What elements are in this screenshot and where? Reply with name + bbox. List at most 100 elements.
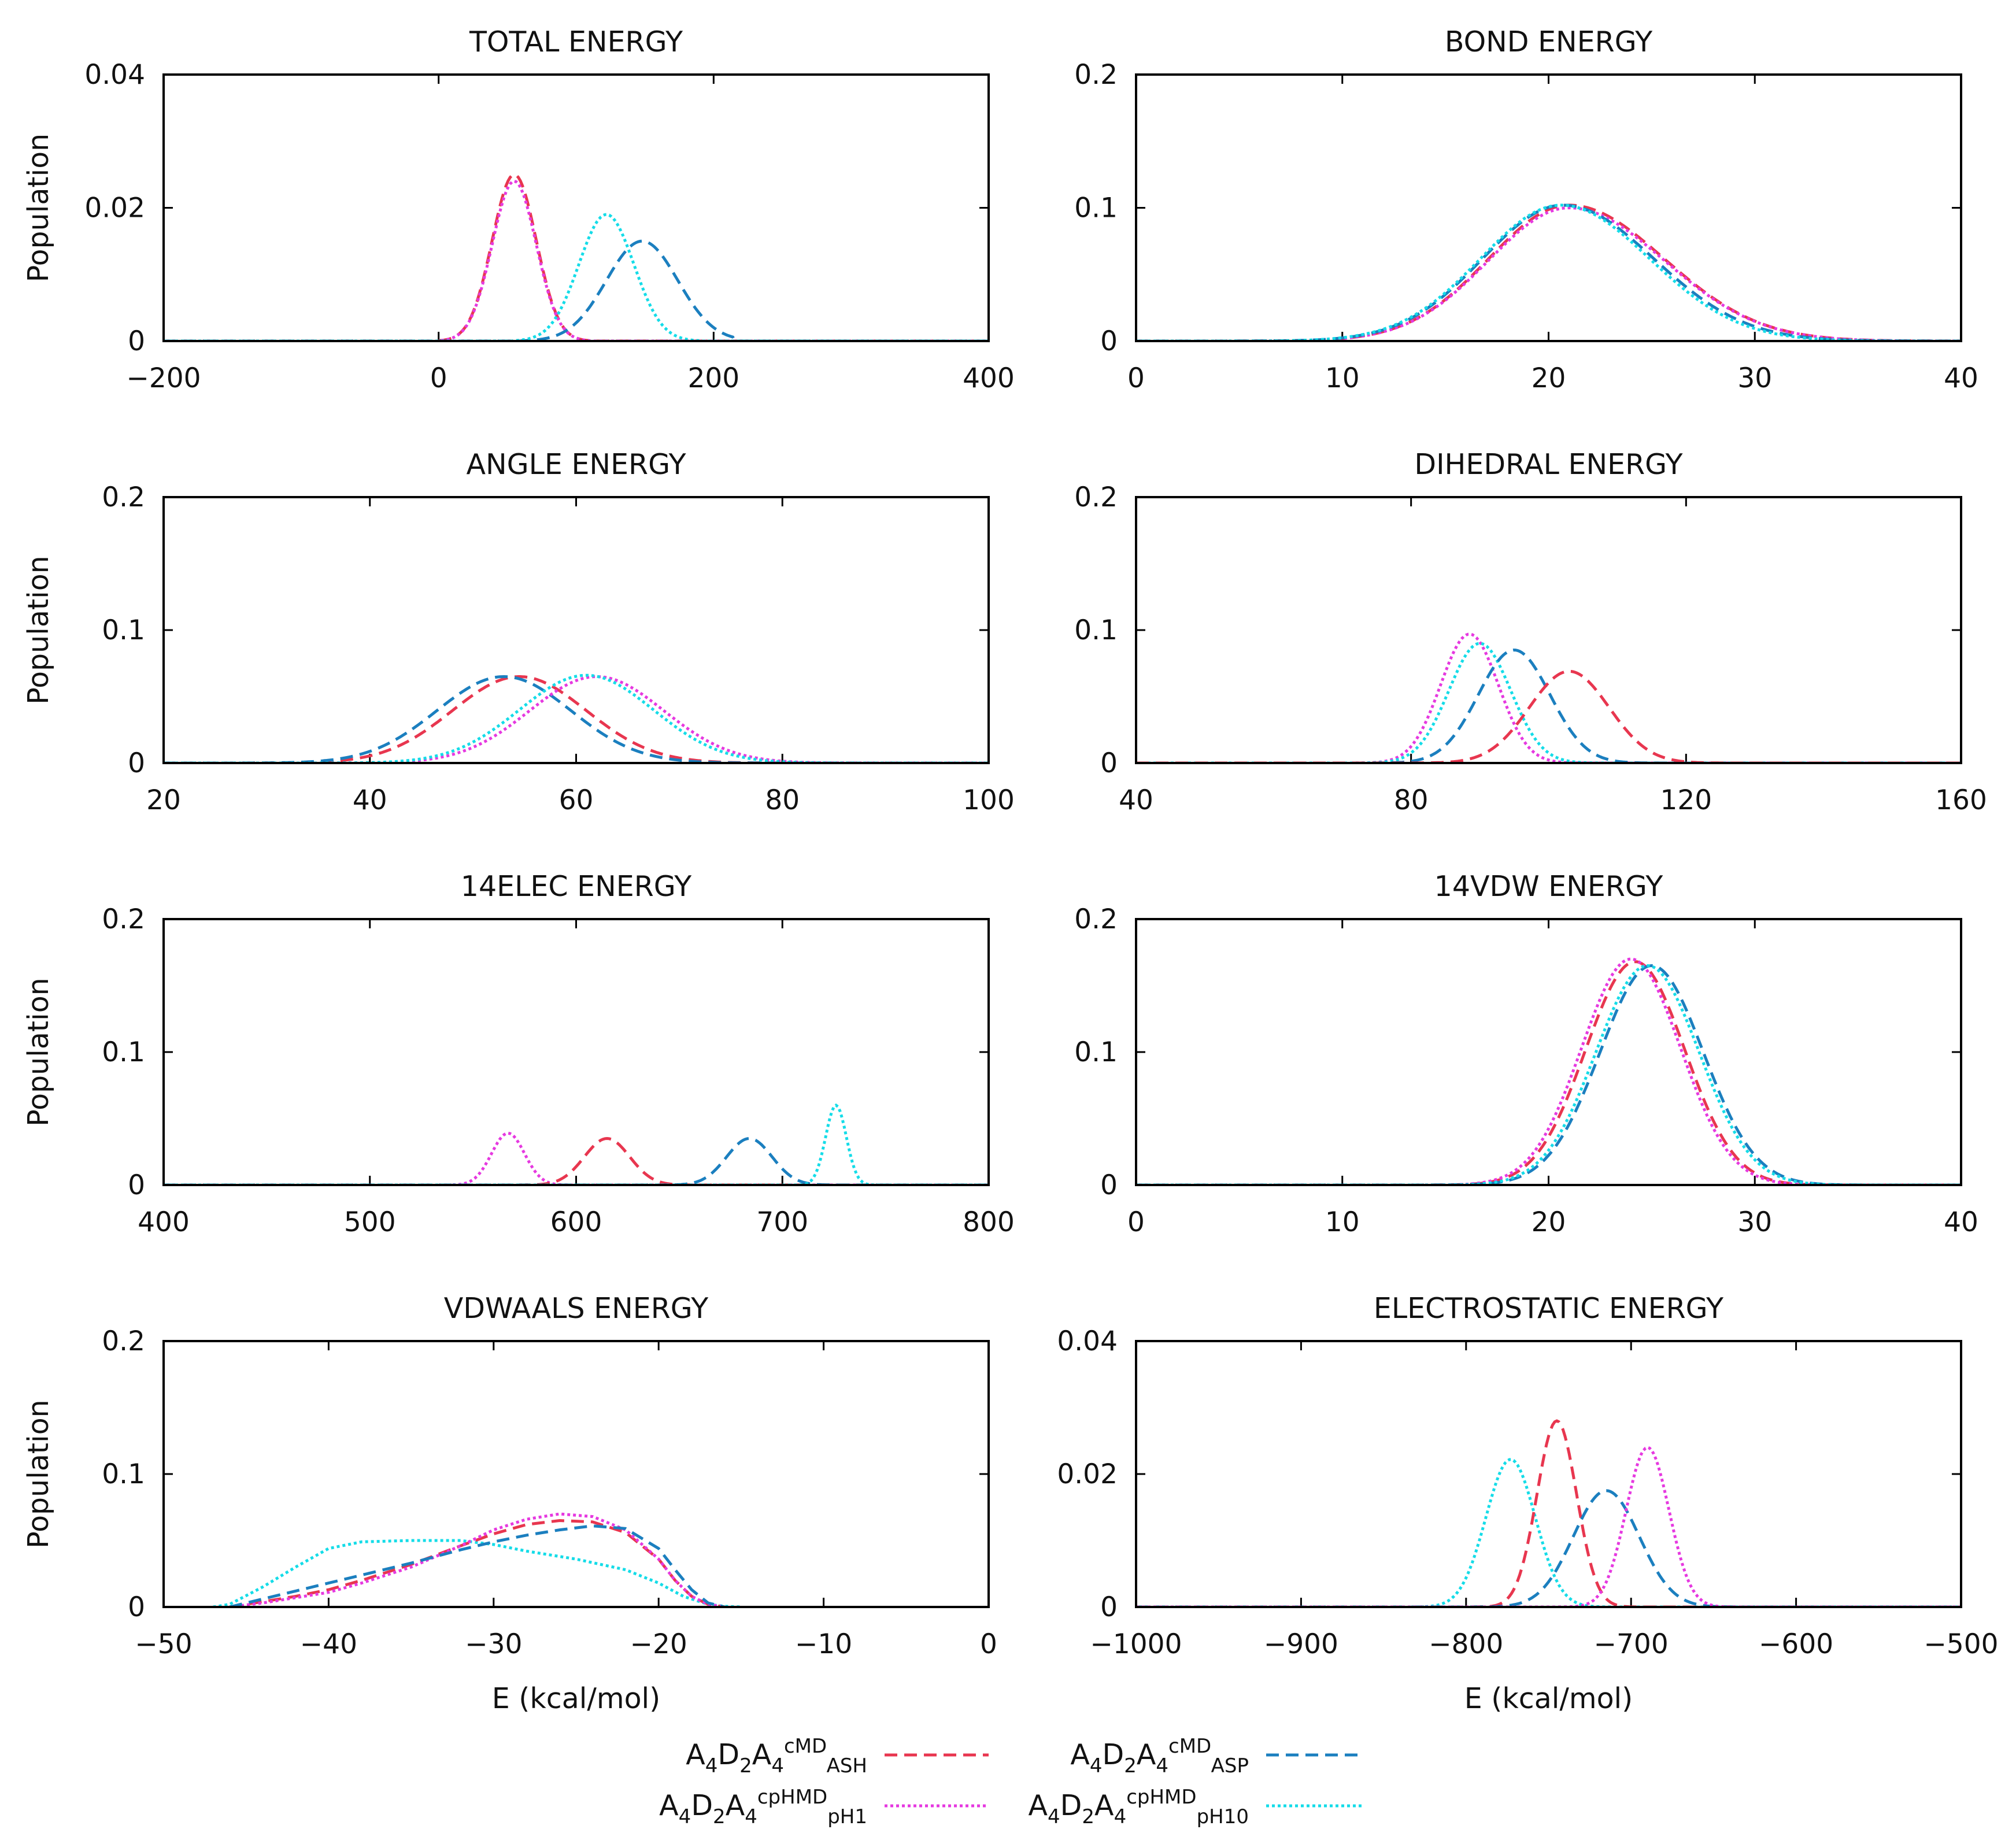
y-tick-label: 0.02 (84, 192, 145, 224)
x-tick-label: 100 (963, 784, 1015, 816)
legend-label-part: 2 (713, 1805, 726, 1828)
y-tick-label: 0.02 (1057, 1458, 1118, 1490)
panel-title: ANGLE ENERGY (466, 448, 686, 481)
legend-label-part: D (691, 1789, 713, 1822)
plot-frame (162, 1340, 990, 1608)
panel-14elec-energy: 14ELEC ENERGY Population 400 500 600 700 800 0 0… (22, 870, 1015, 1238)
plot-frame (1135, 1340, 1962, 1608)
series-line-ph10 (1136, 964, 1961, 1185)
x-tick-label: 700 (756, 1206, 808, 1238)
legend-label-part: ASH (827, 1754, 867, 1778)
series-line-ph10 (1136, 203, 1961, 341)
x-axis-label: E (kcal/mol) (492, 1682, 661, 1715)
x-tick-label: 40 (1119, 784, 1153, 816)
y-axis-label: Population (22, 556, 55, 704)
legend-label-part: 4 (1156, 1754, 1168, 1778)
y-tick-label: 0 (128, 1591, 145, 1623)
y-axis-label: Population (22, 977, 55, 1126)
panel-dihedral-energy: DIHEDRAL ENERGY 40 80 120 160 0 0.1 0.2 (1074, 448, 1987, 816)
legend-label-part: A (659, 1789, 679, 1822)
panel-title: TOTAL ENERGY (469, 25, 683, 58)
y-tick-label: 0 (128, 747, 145, 779)
legend-label-part: 4 (1090, 1754, 1103, 1778)
panel-title: VDWAALS ENERGY (444, 1292, 709, 1325)
x-tick-label: −40 (300, 1628, 357, 1660)
legend-label-part: A (1070, 1738, 1090, 1771)
y-axis-label: Population (22, 1399, 55, 1548)
series-line-asp (1136, 1489, 1961, 1607)
panel-title: 14ELEC ENERGY (461, 870, 693, 903)
legend-label-part: D (1102, 1738, 1124, 1771)
legend-label-part: 2 (1082, 1805, 1094, 1828)
x-tick-label: −200 (126, 362, 201, 394)
x-tick-label: 80 (765, 784, 800, 816)
legend-label-part: cMD (1168, 1735, 1211, 1758)
x-tick-label: −600 (1759, 1628, 1833, 1660)
x-tick-label: 800 (963, 1206, 1015, 1238)
series-line-asp (164, 239, 989, 341)
x-tick-label: 0 (1127, 362, 1145, 394)
legend-label-part: cMD (784, 1735, 827, 1758)
y-tick-label: 0.04 (84, 59, 145, 91)
series-line-ph1 (164, 179, 989, 341)
y-tick-label: 0.2 (102, 903, 145, 935)
series-line-ph10 (1136, 1458, 1961, 1607)
legend-label-part: 4 (705, 1754, 718, 1778)
x-tick-label: 20 (1532, 1206, 1566, 1238)
x-tick-label: 30 (1737, 1206, 1772, 1238)
series-line-ash (164, 173, 989, 341)
panel-14vdw-energy: 14VDW ENERGY 0 10 20 30 40 0 0.1 0.2 (1074, 870, 1978, 1238)
legend-label-part: cpHMD (757, 1786, 827, 1809)
plot-frame (1135, 73, 1962, 342)
x-tick-label: 40 (1944, 1206, 1978, 1238)
series-line-ph1 (1136, 957, 1961, 1185)
panel-title: DIHEDRAL ENERGY (1414, 448, 1683, 481)
series-line-ph10 (213, 1539, 742, 1607)
y-tick-label: 0 (1100, 747, 1118, 779)
panel-title: 14VDW ENERGY (1434, 870, 1664, 903)
x-tick-label: 10 (1325, 1206, 1360, 1238)
series-line-asp (1136, 203, 1961, 341)
legend-entry-ph1: A4D2A4cpHMDpH1 (659, 1786, 989, 1828)
legend-entry-ph10: A4D2A4cpHMDpH10 (1029, 1786, 1364, 1828)
legend-label-part: 4 (1114, 1805, 1127, 1828)
x-tick-label: 400 (963, 362, 1015, 394)
x-tick-label: 500 (344, 1206, 396, 1238)
x-tick-label: 40 (1944, 362, 1978, 394)
x-tick-label: 160 (1935, 784, 1987, 816)
legend-label-part: pH10 (1197, 1805, 1249, 1828)
y-tick-label: 0.2 (1074, 59, 1118, 91)
legend-label-part: D (1060, 1789, 1082, 1822)
x-tick-label: 60 (559, 784, 594, 816)
series-line-ph1 (1136, 206, 1961, 341)
legend-label-part: ASP (1211, 1754, 1249, 1778)
y-tick-label: 0.2 (102, 482, 145, 513)
plot-frame (1135, 918, 1962, 1186)
panel-electrostatic-energy: ELECTROSTATIC ENERGY E (kcal/mol) −1000 −90… (1057, 1292, 1998, 1715)
x-tick-label: −50 (135, 1628, 192, 1660)
series-line-ash (1136, 1419, 1961, 1607)
y-tick-label: 0.2 (1074, 482, 1118, 513)
legend-label-part: 4 (771, 1754, 784, 1778)
legend-entry-ash: A4D2A4cMDASH (686, 1735, 989, 1778)
x-tick-label: −30 (465, 1628, 522, 1660)
x-tick-label: 400 (138, 1206, 190, 1238)
x-tick-label: 0 (1127, 1206, 1145, 1238)
panel-angle-energy: ANGLE ENERGY Population 20 40 60 80 100 0 0.1 0.2 (22, 448, 1015, 816)
x-tick-label: 20 (1532, 362, 1566, 394)
plot-frame (162, 496, 990, 764)
legend-label-part: A (1029, 1789, 1048, 1822)
y-tick-label: 0 (128, 1169, 145, 1201)
series-line-ph1 (164, 675, 989, 763)
y-tick-label: 0.1 (102, 1036, 145, 1068)
x-axis-label: E (kcal/mol) (1464, 1682, 1633, 1715)
series-line-ph1 (229, 1512, 725, 1607)
y-tick-label: 0.2 (1074, 903, 1118, 935)
panel-total-energy: TOTAL ENERGY Population −200 0 200 400 0 0.02 0.… (22, 25, 1015, 394)
legend-label: A4D2A4cpHMDpH1 (659, 1786, 867, 1828)
x-tick-label: 30 (1737, 362, 1772, 394)
legend-label-part: A (1094, 1789, 1114, 1822)
legend-label-part: A (686, 1738, 705, 1771)
legend-entry-asp: A4D2A4cMDASP (1070, 1735, 1364, 1778)
